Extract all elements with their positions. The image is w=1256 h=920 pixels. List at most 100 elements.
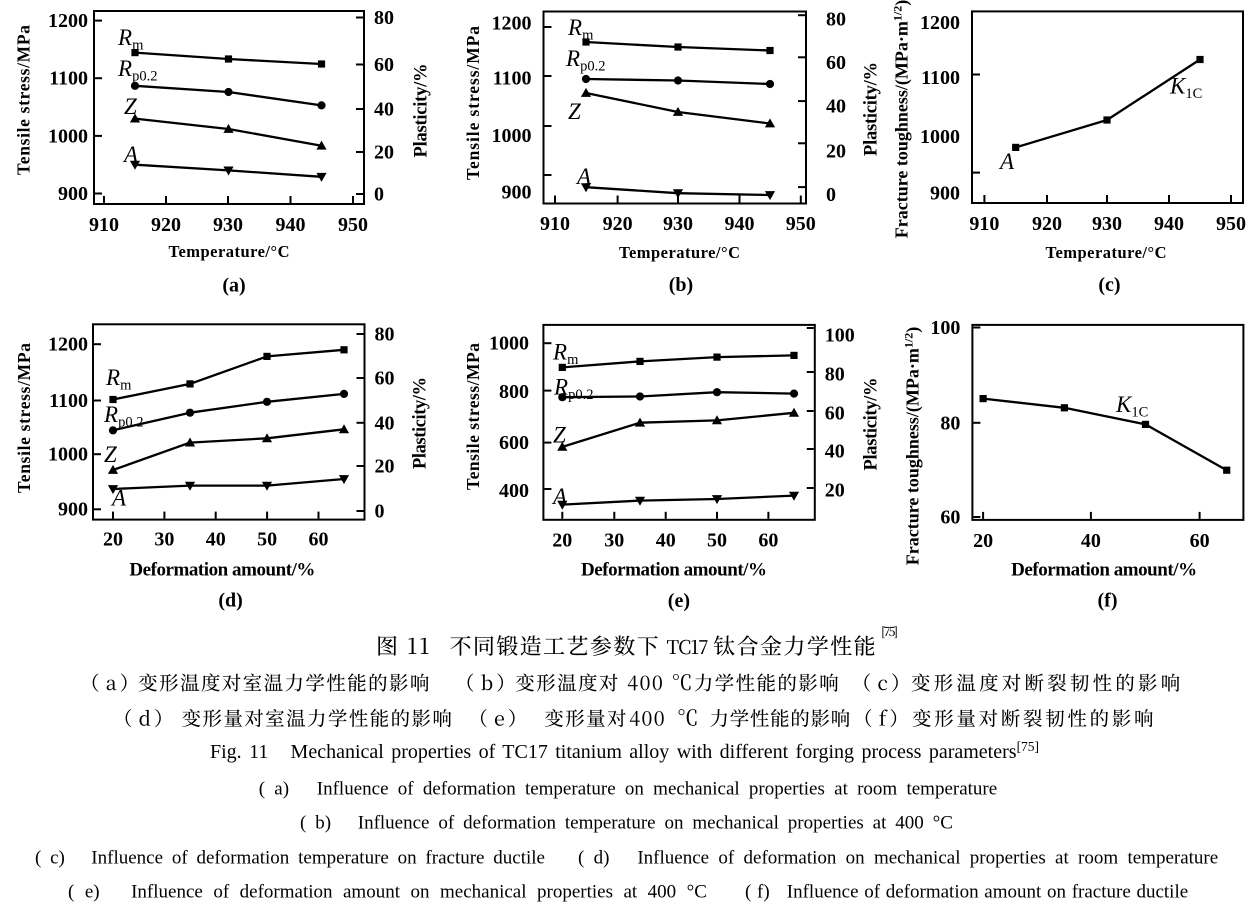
- svg-text:60: 60: [758, 530, 778, 552]
- svg-text:940: 940: [1154, 213, 1184, 235]
- svg-text:40: 40: [1081, 530, 1101, 552]
- svg-text:1100: 1100: [493, 68, 532, 90]
- svg-text:940: 940: [276, 214, 306, 236]
- svg-text:Deformation amount/%: Deformation amount/%: [129, 560, 315, 581]
- svg-text:50: 50: [257, 529, 277, 551]
- svg-text:60: 60: [940, 507, 960, 529]
- svg-text:40: 40: [825, 441, 845, 463]
- svg-text:950: 950: [338, 214, 368, 236]
- svg-text:Plasticity/%: Plasticity/%: [412, 64, 432, 158]
- svg-text:930: 930: [1092, 213, 1122, 235]
- svg-text:Tensile stress/MPa: Tensile stress/MPa: [14, 25, 34, 175]
- svg-text:20: 20: [375, 456, 395, 478]
- svg-text:1000: 1000: [492, 125, 532, 147]
- svg-text:20: 20: [826, 141, 846, 163]
- svg-text:1100: 1100: [49, 390, 88, 412]
- svg-text:Rp0.2: Rp0.2: [117, 56, 157, 85]
- svg-text:400: 400: [499, 480, 529, 502]
- svg-text:( c) Influence of deformatio: ( c) Influence of deformation temperatur…: [35, 848, 545, 869]
- svg-text:Z: Z: [553, 423, 566, 448]
- svg-text:40: 40: [206, 529, 226, 551]
- svg-text:Rm: Rm: [105, 365, 132, 394]
- svg-text:( b) Influence of deformatio: ( b) Influence of deformation temperatur…: [300, 813, 953, 834]
- svg-text:60: 60: [1190, 530, 1210, 552]
- svg-text:Rm: Rm: [552, 340, 579, 369]
- svg-text:40: 40: [374, 99, 394, 121]
- svg-text:(c): (c): [1098, 274, 1120, 296]
- svg-text:30: 30: [604, 530, 624, 552]
- svg-text:600: 600: [499, 432, 529, 454]
- svg-text:80: 80: [940, 412, 960, 434]
- svg-text:Temperature/°C: Temperature/°C: [1046, 243, 1167, 262]
- svg-text:1000: 1000: [48, 444, 88, 466]
- svg-text:A: A: [998, 149, 1015, 174]
- svg-text:100: 100: [825, 325, 855, 347]
- svg-text:Deformation amount/%: Deformation amount/%: [1011, 560, 1197, 581]
- svg-text:A: A: [551, 484, 568, 509]
- svg-text:Rp0.2: Rp0.2: [565, 46, 605, 75]
- svg-text:Fracture toughness/(MPa·m1/2): Fracture toughness/(MPa·m1/2): [902, 327, 924, 565]
- svg-text:950: 950: [786, 213, 816, 235]
- svg-text:Rm: Rm: [117, 25, 144, 54]
- svg-text:Tensile stress/MPa: Tensile stress/MPa: [463, 343, 483, 490]
- svg-text:930: 930: [663, 213, 693, 235]
- svg-text:1000: 1000: [920, 126, 960, 148]
- svg-text:1200: 1200: [920, 12, 960, 34]
- svg-text:910: 910: [89, 214, 119, 236]
- svg-text:80: 80: [826, 9, 846, 31]
- svg-text:1100: 1100: [921, 67, 960, 89]
- svg-text:Deformation amount/%: Deformation amount/%: [581, 560, 767, 581]
- svg-text:1200: 1200: [48, 334, 88, 356]
- svg-text:900: 900: [58, 183, 88, 205]
- svg-text:Fig. 11 Mechanical propertie: Fig. 11 Mechanical properties of TC17 ti…: [210, 739, 1039, 763]
- svg-text:920: 920: [151, 214, 181, 236]
- svg-text:Temperature/°C: Temperature/°C: [619, 243, 740, 262]
- svg-text:(f): (f): [1098, 590, 1118, 612]
- svg-text:40: 40: [826, 96, 846, 118]
- svg-text:80: 80: [374, 7, 394, 29]
- svg-text:A: A: [575, 164, 592, 189]
- svg-text:0: 0: [374, 184, 384, 206]
- svg-text:50: 50: [707, 530, 727, 552]
- svg-text:K1C: K1C: [1169, 74, 1202, 103]
- svg-text:900: 900: [58, 499, 88, 521]
- svg-text:Tensile stress/MPa: Tensile stress/MPa: [463, 26, 483, 180]
- svg-text:Temperature/°C: Temperature/°C: [169, 242, 290, 261]
- svg-text:(d): (d): [218, 590, 242, 612]
- svg-text:1100: 1100: [49, 68, 88, 90]
- svg-text:20: 20: [552, 530, 572, 552]
- svg-text:Tensile stress/MPa: Tensile stress/MPa: [14, 343, 34, 493]
- svg-text:(a): (a): [222, 275, 245, 297]
- svg-text:1200: 1200: [48, 10, 88, 32]
- svg-text:900: 900: [930, 182, 960, 204]
- svg-text:900: 900: [502, 182, 532, 204]
- svg-text:( a) Influence of deformatio: ( a) Influence of deformation temperatur…: [259, 779, 998, 800]
- svg-text:940: 940: [725, 213, 755, 235]
- svg-text:1000: 1000: [489, 333, 529, 355]
- svg-text:930: 930: [213, 214, 243, 236]
- svg-text:60: 60: [375, 368, 395, 390]
- svg-text:A: A: [110, 486, 127, 511]
- svg-text:20: 20: [103, 529, 123, 551]
- svg-text:(b): (b): [669, 274, 693, 296]
- svg-text:20: 20: [374, 142, 394, 164]
- svg-text:60: 60: [825, 403, 845, 425]
- svg-text:(e): (e): [668, 590, 690, 612]
- svg-text:920: 920: [1032, 213, 1062, 235]
- svg-text:K1C: K1C: [1115, 392, 1148, 421]
- svg-text:80: 80: [825, 364, 845, 386]
- svg-text:60: 60: [826, 52, 846, 74]
- svg-text:Rp0.2: Rp0.2: [103, 402, 143, 431]
- svg-text:80: 80: [375, 324, 395, 346]
- svg-text:( f) Influence of deformatio: ( f) Influence of deformation amount on …: [745, 882, 1188, 903]
- svg-text:Rm: Rm: [567, 15, 594, 44]
- svg-text:Fracture toughness/(MPa·m1/2): Fracture toughness/(MPa·m1/2): [891, 0, 913, 238]
- svg-text:Z: Z: [104, 442, 117, 467]
- svg-text:Rp0.2: Rp0.2: [553, 375, 593, 404]
- svg-text:Plasticity/%: Plasticity/%: [862, 378, 882, 471]
- svg-text:( e) Influence of deformatio: ( e) Influence of deformation amount on …: [68, 882, 707, 903]
- svg-text:910: 910: [540, 213, 570, 235]
- svg-text:1000: 1000: [48, 125, 88, 147]
- svg-text:920: 920: [603, 213, 633, 235]
- svg-text:100: 100: [930, 317, 960, 339]
